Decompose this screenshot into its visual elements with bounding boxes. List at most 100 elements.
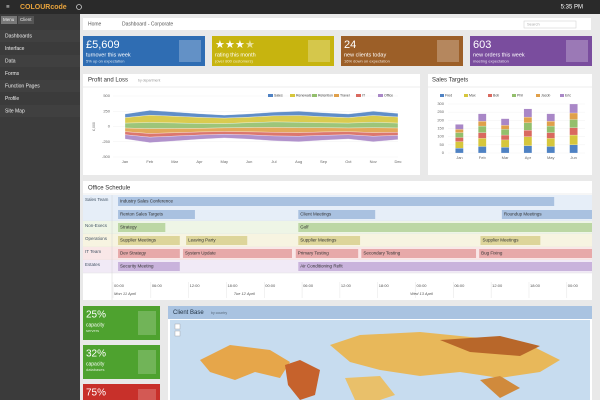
world-map xyxy=(170,320,590,400)
search-box[interactable] xyxy=(523,20,577,29)
row-label: IT Team xyxy=(85,249,101,254)
bar-segment xyxy=(455,132,464,138)
event-label: Golf xyxy=(300,225,309,230)
bar-segment xyxy=(523,145,533,154)
event-label: Dev Strategy xyxy=(120,251,147,256)
bar-segment xyxy=(500,118,510,126)
x-tick-label: Apr xyxy=(525,155,532,160)
x-tick-label: 12:00 xyxy=(190,283,201,288)
capacity-value: 75% xyxy=(86,388,106,399)
x-tick-label: Aug xyxy=(295,159,302,164)
sidebar-item[interactable] xyxy=(0,67,80,80)
stat-tile xyxy=(470,36,592,66)
schedule-event[interactable] xyxy=(501,210,592,219)
x-tick-label: Jan xyxy=(122,159,128,164)
x-tick-label: 12:00 xyxy=(492,283,503,288)
clock: 5:35 PM xyxy=(561,5,583,11)
panel-subtitle: by country xyxy=(211,311,227,315)
x-tick-label: 00:00 xyxy=(417,283,428,288)
bar-segment xyxy=(523,122,533,131)
schedule-event[interactable] xyxy=(118,236,180,245)
legend-label: Phil xyxy=(517,93,523,97)
x-tick-label: 12:00 xyxy=(341,283,352,288)
bar-segment xyxy=(455,129,464,133)
x-tick-label: 06:00 xyxy=(303,283,314,288)
legend-swatch xyxy=(268,94,273,97)
panel-title: Sales Targets xyxy=(432,78,468,84)
rating-star: ★ xyxy=(215,39,225,51)
sidebar-item-label: Dashboards xyxy=(5,33,32,39)
schedule-event[interactable] xyxy=(480,236,541,245)
sidebar-item[interactable] xyxy=(0,92,80,105)
schedule-event[interactable] xyxy=(298,236,361,245)
tile-note: (over 800 customers) xyxy=(215,59,253,64)
event-label: Supplier Meetings xyxy=(120,238,157,243)
tile-value: 603 xyxy=(473,39,491,51)
schedule-event[interactable] xyxy=(118,249,180,258)
brand: COLOURcode xyxy=(20,4,67,11)
sidebar-item-label: Data xyxy=(5,58,16,64)
sidebar-item[interactable] xyxy=(0,30,80,42)
bar-segment xyxy=(500,134,510,141)
bar-segment xyxy=(500,139,510,148)
schedule-event[interactable] xyxy=(118,223,166,232)
tile-value: £5,609 xyxy=(86,39,120,51)
rating-star: ★ xyxy=(225,39,235,51)
sidebar-item[interactable] xyxy=(0,55,80,67)
menu-icon[interactable]: ≡ xyxy=(6,5,10,11)
tile-value: 24 xyxy=(344,39,356,51)
date-label: Mon 11 April xyxy=(114,291,136,296)
legend-label: Sales xyxy=(274,93,283,97)
bar-segment xyxy=(569,103,578,114)
search-icon[interactable] xyxy=(76,4,82,10)
y-tick-label: 300 xyxy=(437,101,444,106)
sidebar-tab[interactable] xyxy=(18,16,34,24)
panel-subtitle: by department xyxy=(138,78,160,82)
x-tick-label: Jun xyxy=(246,159,252,164)
schedule-event[interactable] xyxy=(298,210,376,219)
bar-segment xyxy=(478,138,487,147)
row-label: Operations xyxy=(85,236,108,241)
tile-icon xyxy=(138,389,156,400)
schedule-event[interactable] xyxy=(298,223,592,232)
y-tick-label: 0 xyxy=(108,124,111,129)
event-label: Client Meetings xyxy=(300,212,332,217)
schedule-event[interactable] xyxy=(361,249,477,258)
bar-segment xyxy=(546,121,555,127)
sidebar-tab-label: Menu xyxy=(3,17,15,22)
sidebar-tab[interactable] xyxy=(1,16,17,24)
x-tick-label: Mar xyxy=(502,155,510,160)
bar-segment xyxy=(546,146,555,154)
x-tick-label: 00:00 xyxy=(265,283,276,288)
x-tick-label: Oct xyxy=(345,159,352,164)
panel-title: Office Schedule xyxy=(88,186,131,192)
schedule-event[interactable] xyxy=(479,249,592,258)
date-label: Tue 12 April xyxy=(234,291,255,296)
breadcrumb-bar xyxy=(83,18,591,30)
x-tick-label: Mar xyxy=(171,159,179,164)
stat-tile xyxy=(212,36,334,66)
schedule-event[interactable] xyxy=(118,210,195,219)
schedule-event[interactable] xyxy=(118,197,555,206)
event-label: Security Meeting xyxy=(120,264,154,269)
row-label: Sales Team xyxy=(85,197,109,202)
sidebar-item[interactable] xyxy=(0,42,80,55)
schedule-event[interactable] xyxy=(298,262,592,271)
row-label: Non-Execs xyxy=(85,223,108,228)
bar-segment xyxy=(478,132,487,139)
bar-segment xyxy=(478,113,487,122)
y-tick-label: 250 xyxy=(437,109,444,114)
schedule-event[interactable] xyxy=(186,236,248,245)
x-tick-label: 06:00 xyxy=(454,283,465,288)
tile-icon xyxy=(437,40,459,62)
tile-note: 16% down on expectation xyxy=(344,59,390,64)
sidebar-item[interactable] xyxy=(0,80,80,92)
legend-label: Jacob xyxy=(541,93,550,97)
schedule-event[interactable] xyxy=(182,249,292,258)
sidebar-item[interactable] xyxy=(0,105,80,117)
schedule-event[interactable] xyxy=(295,249,359,258)
x-tick-label: May xyxy=(547,155,555,160)
y-tick-label: 0 xyxy=(442,150,445,155)
schedule-event[interactable] xyxy=(118,262,180,271)
x-tick-label: 00:00 xyxy=(114,283,125,288)
